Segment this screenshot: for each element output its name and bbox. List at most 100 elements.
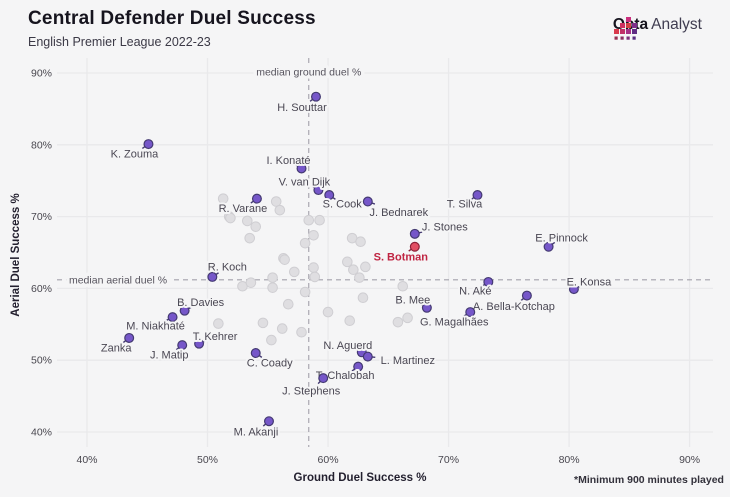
- player-label: H. Souttar: [277, 102, 327, 114]
- x-axis-title: Ground Duel Success %: [293, 472, 427, 484]
- other-player-point: [357, 292, 369, 304]
- x-axis-tick-label: 40%: [76, 454, 97, 466]
- brand-name: OptaAnalyst: [613, 16, 702, 34]
- y-axis-tick-label: 80%: [31, 139, 52, 151]
- x-axis-tick-label: 80%: [559, 454, 580, 466]
- player-label: T. Silva: [447, 199, 483, 211]
- other-player-point: [402, 312, 413, 324]
- player-label: J. Stones: [422, 221, 468, 233]
- player-label: K. Zouma: [111, 149, 160, 161]
- other-player-point: [257, 317, 269, 329]
- player-point: [194, 338, 205, 349]
- x-axis-tick-label: 50%: [197, 454, 218, 466]
- y-axis-tick-label: 70%: [31, 211, 52, 223]
- y-axis-tick-label: 60%: [31, 283, 52, 295]
- x-axis-tick-label: 60%: [318, 454, 339, 466]
- other-player-point: [314, 214, 325, 226]
- other-player-point: [344, 315, 356, 327]
- player-point: [263, 416, 274, 427]
- page-title: Central Defender Duel Success: [28, 8, 316, 29]
- player-label: R. Koch: [208, 261, 247, 273]
- player-point: [310, 91, 321, 102]
- y-axis-title: Aerial Duel Success %: [10, 193, 22, 317]
- other-player-point: [303, 214, 315, 226]
- other-player-point: [309, 271, 321, 283]
- other-player-point: [299, 286, 311, 298]
- other-player-point: [213, 318, 224, 329]
- player-point: [250, 348, 261, 359]
- player-point: [543, 241, 554, 252]
- player-label: S. Botman: [374, 251, 429, 263]
- player-point: [421, 302, 432, 313]
- player-point: [483, 276, 494, 287]
- player-point: [296, 163, 307, 174]
- player-label: G. Magalhães: [420, 317, 489, 329]
- other-player-point: [282, 298, 294, 310]
- player-point: [409, 228, 420, 239]
- player-label: T. Chalobah: [316, 370, 375, 382]
- player-point: [179, 305, 190, 316]
- player-label: J. Bednarek: [369, 207, 428, 219]
- page-subtitle: English Premier League 2022-23: [28, 35, 211, 49]
- player-label: J. Stephens: [282, 386, 341, 398]
- other-player-point: [266, 334, 277, 346]
- player-label: A. Bella-Kotchap: [473, 301, 555, 313]
- other-player-point: [288, 266, 300, 278]
- chart-header: Central Defender Duel Success English Pr…: [28, 8, 316, 49]
- brand-name-analyst: Analyst: [651, 16, 702, 33]
- player-label: R. Varane: [219, 203, 268, 215]
- x-axis-tick-label: 90%: [679, 454, 700, 466]
- player-label: L. Martinez: [381, 355, 435, 367]
- other-player-point: [267, 272, 278, 283]
- player-point: [124, 332, 135, 343]
- other-player-point: [274, 204, 286, 216]
- player-point: [465, 307, 476, 318]
- other-player-point: [245, 277, 257, 288]
- other-player-point: [392, 316, 404, 328]
- other-player-point: [299, 237, 311, 249]
- highlighted-player-point: [409, 241, 420, 252]
- player-label: E. Pinnock: [535, 232, 588, 244]
- player-point: [207, 271, 218, 282]
- median-ground-label: median ground duel %: [256, 67, 361, 79]
- other-player-point: [279, 254, 290, 265]
- opta-analyst-logo: OptaAnalyst: [613, 16, 702, 40]
- other-player-point: [354, 272, 365, 283]
- other-player-point: [308, 262, 319, 273]
- other-player-point: [355, 236, 366, 248]
- player-point: [167, 312, 178, 323]
- other-player-point: [397, 280, 409, 292]
- player-point: [521, 290, 532, 301]
- footnote: *Minimum 900 minutes played: [574, 474, 724, 486]
- player-label: M. Akanji: [234, 427, 279, 439]
- other-player-point: [296, 326, 307, 338]
- other-player-point: [308, 229, 319, 241]
- other-player-point: [342, 256, 353, 268]
- player-label: B. Davies: [177, 297, 225, 309]
- player-point: [177, 340, 188, 351]
- player-point: [353, 361, 364, 372]
- other-player-point: [225, 212, 236, 224]
- other-player-point: [276, 323, 288, 334]
- other-player-point: [322, 306, 334, 318]
- player-point: [143, 139, 154, 150]
- player-label: T. Kehrer: [193, 331, 238, 343]
- y-axis-tick-label: 50%: [31, 355, 52, 367]
- median-aerial-label: median aerial duel %: [69, 274, 167, 286]
- opta-bars-icon: [613, 17, 637, 40]
- other-player-point: [250, 221, 262, 232]
- other-player-point: [267, 282, 278, 293]
- other-player-point: [241, 215, 253, 227]
- player-label: B. Mee: [395, 294, 430, 306]
- player-label: Zanka: [101, 342, 132, 354]
- player-label: J. Matip: [150, 350, 189, 362]
- y-axis-tick-label: 90%: [31, 68, 52, 80]
- other-player-point: [348, 264, 359, 276]
- y-axis-tick-label: 40%: [31, 427, 52, 439]
- player-label: I. Konaté: [267, 155, 311, 167]
- player-label: N. Aguerd: [323, 340, 372, 352]
- other-player-point: [244, 232, 256, 244]
- player-point: [313, 185, 324, 196]
